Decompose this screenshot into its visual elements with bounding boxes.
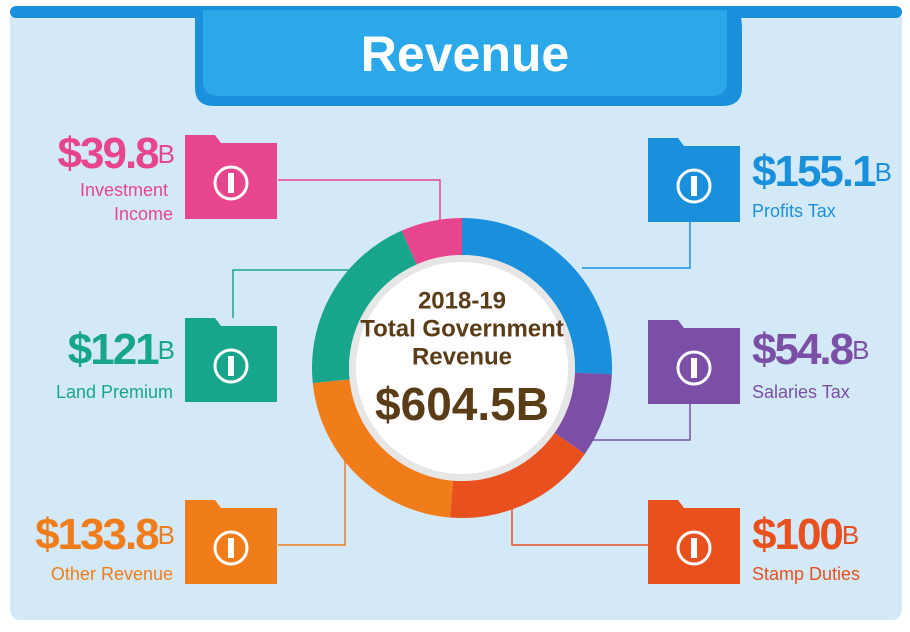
center-line: 2018-19 <box>418 287 506 314</box>
connector <box>278 460 346 546</box>
donut <box>312 218 613 518</box>
total-label: $604.5B <box>375 378 549 430</box>
category-label: Profits Tax <box>752 201 836 221</box>
title: Revenue <box>361 26 569 82</box>
donut-segment <box>450 432 585 518</box>
center-line: Revenue <box>412 343 512 370</box>
category-label: Land Premium <box>56 382 173 402</box>
title-banner-inner <box>203 10 727 96</box>
donut-segment <box>312 230 417 384</box>
connector <box>575 402 691 441</box>
category-label: Stamp Duties <box>752 564 860 584</box>
connector <box>232 269 350 318</box>
value-label: $39.8B <box>58 129 174 178</box>
icon-coin <box>676 530 712 566</box>
donut-segment <box>401 218 462 265</box>
icon-coin <box>213 165 249 201</box>
connector <box>278 179 441 222</box>
icon-coin <box>213 348 249 384</box>
value-label: $155.1B <box>752 147 891 196</box>
icon-glyph <box>228 356 234 376</box>
connector <box>582 220 691 269</box>
category-label: Salaries Tax <box>752 382 850 402</box>
value-label: $133.8B <box>35 510 174 559</box>
icon-coin <box>676 350 712 386</box>
donut-segment <box>312 379 454 518</box>
center-line: Total Government <box>360 315 564 342</box>
center-disc <box>356 262 568 474</box>
icon-glyph <box>228 538 234 558</box>
value-label: $100B <box>752 510 858 559</box>
value-label: $54.8B <box>752 325 868 374</box>
category-label: Investment Income <box>80 180 173 224</box>
items: $155.1B Profits Tax $54.8B Salaries Tax $100… <box>35 129 893 584</box>
connector <box>511 505 648 546</box>
value-label: $121B <box>68 325 174 374</box>
icon-glyph <box>228 173 234 193</box>
donut-segment <box>462 218 613 375</box>
icon-glyph <box>691 176 697 196</box>
icon-coin <box>676 168 712 204</box>
icon-glyph <box>691 538 697 558</box>
category-label: Other Revenue <box>51 564 173 584</box>
icon-glyph <box>691 358 697 378</box>
donut-segment <box>554 372 612 455</box>
icon-coin <box>213 530 249 566</box>
connectors <box>232 179 691 546</box>
